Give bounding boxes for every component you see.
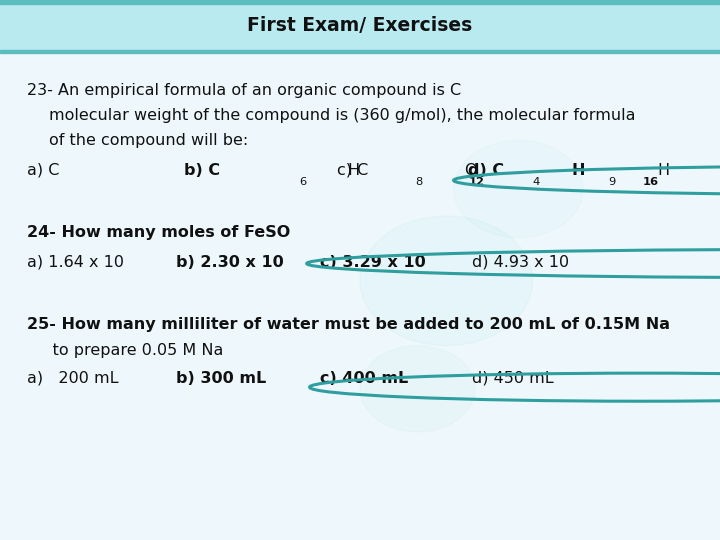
Text: a) 1.64 x 10: a) 1.64 x 10 bbox=[27, 255, 125, 270]
Text: 9: 9 bbox=[608, 177, 616, 187]
Text: First Exam/ Exercises: First Exam/ Exercises bbox=[248, 16, 472, 35]
Text: c) 400 mL: c) 400 mL bbox=[320, 371, 409, 386]
Text: H: H bbox=[572, 163, 585, 178]
Text: 25- How many milliliter of water must be added to 200 mL of 0.15M Na: 25- How many milliliter of water must be… bbox=[27, 317, 670, 332]
Text: H: H bbox=[657, 163, 670, 178]
Text: b) 300 mL: b) 300 mL bbox=[176, 371, 266, 386]
Text: 12: 12 bbox=[469, 177, 485, 187]
Text: 6: 6 bbox=[299, 177, 306, 187]
Text: b) 2.30 x 10: b) 2.30 x 10 bbox=[176, 255, 284, 270]
Text: to prepare 0.05 M Na: to prepare 0.05 M Na bbox=[27, 343, 224, 358]
Text: c) 3.29 x 10: c) 3.29 x 10 bbox=[320, 255, 426, 270]
Circle shape bbox=[454, 140, 583, 238]
Text: 16: 16 bbox=[643, 177, 659, 187]
Text: 23- An empirical formula of an organic compound is C: 23- An empirical formula of an organic c… bbox=[27, 83, 462, 98]
Text: d) 450 mL: d) 450 mL bbox=[472, 371, 553, 386]
Text: 8: 8 bbox=[415, 177, 423, 187]
Circle shape bbox=[360, 216, 533, 346]
Bar bbox=[0, 0, 720, 4]
Text: d) C: d) C bbox=[468, 163, 504, 178]
Circle shape bbox=[360, 346, 475, 432]
Text: of the compound will be:: of the compound will be: bbox=[49, 133, 248, 148]
Text: 24- How many moles of FeSO: 24- How many moles of FeSO bbox=[27, 225, 291, 240]
Text: d) 4.93 x 10: d) 4.93 x 10 bbox=[472, 255, 569, 270]
Bar bbox=[0, 50, 720, 53]
Text: c) C: c) C bbox=[337, 163, 368, 178]
Text: b) C: b) C bbox=[184, 163, 220, 178]
Text: a)   200 mL: a) 200 mL bbox=[27, 371, 119, 386]
Text: O: O bbox=[464, 163, 477, 178]
Text: 4: 4 bbox=[533, 177, 540, 187]
Bar bbox=[0, 0, 720, 50]
Text: a) C: a) C bbox=[27, 163, 60, 178]
Text: molecular weight of the compound is (360 g/mol), the molecular formula: molecular weight of the compound is (360… bbox=[49, 109, 636, 124]
Text: H: H bbox=[348, 163, 360, 178]
